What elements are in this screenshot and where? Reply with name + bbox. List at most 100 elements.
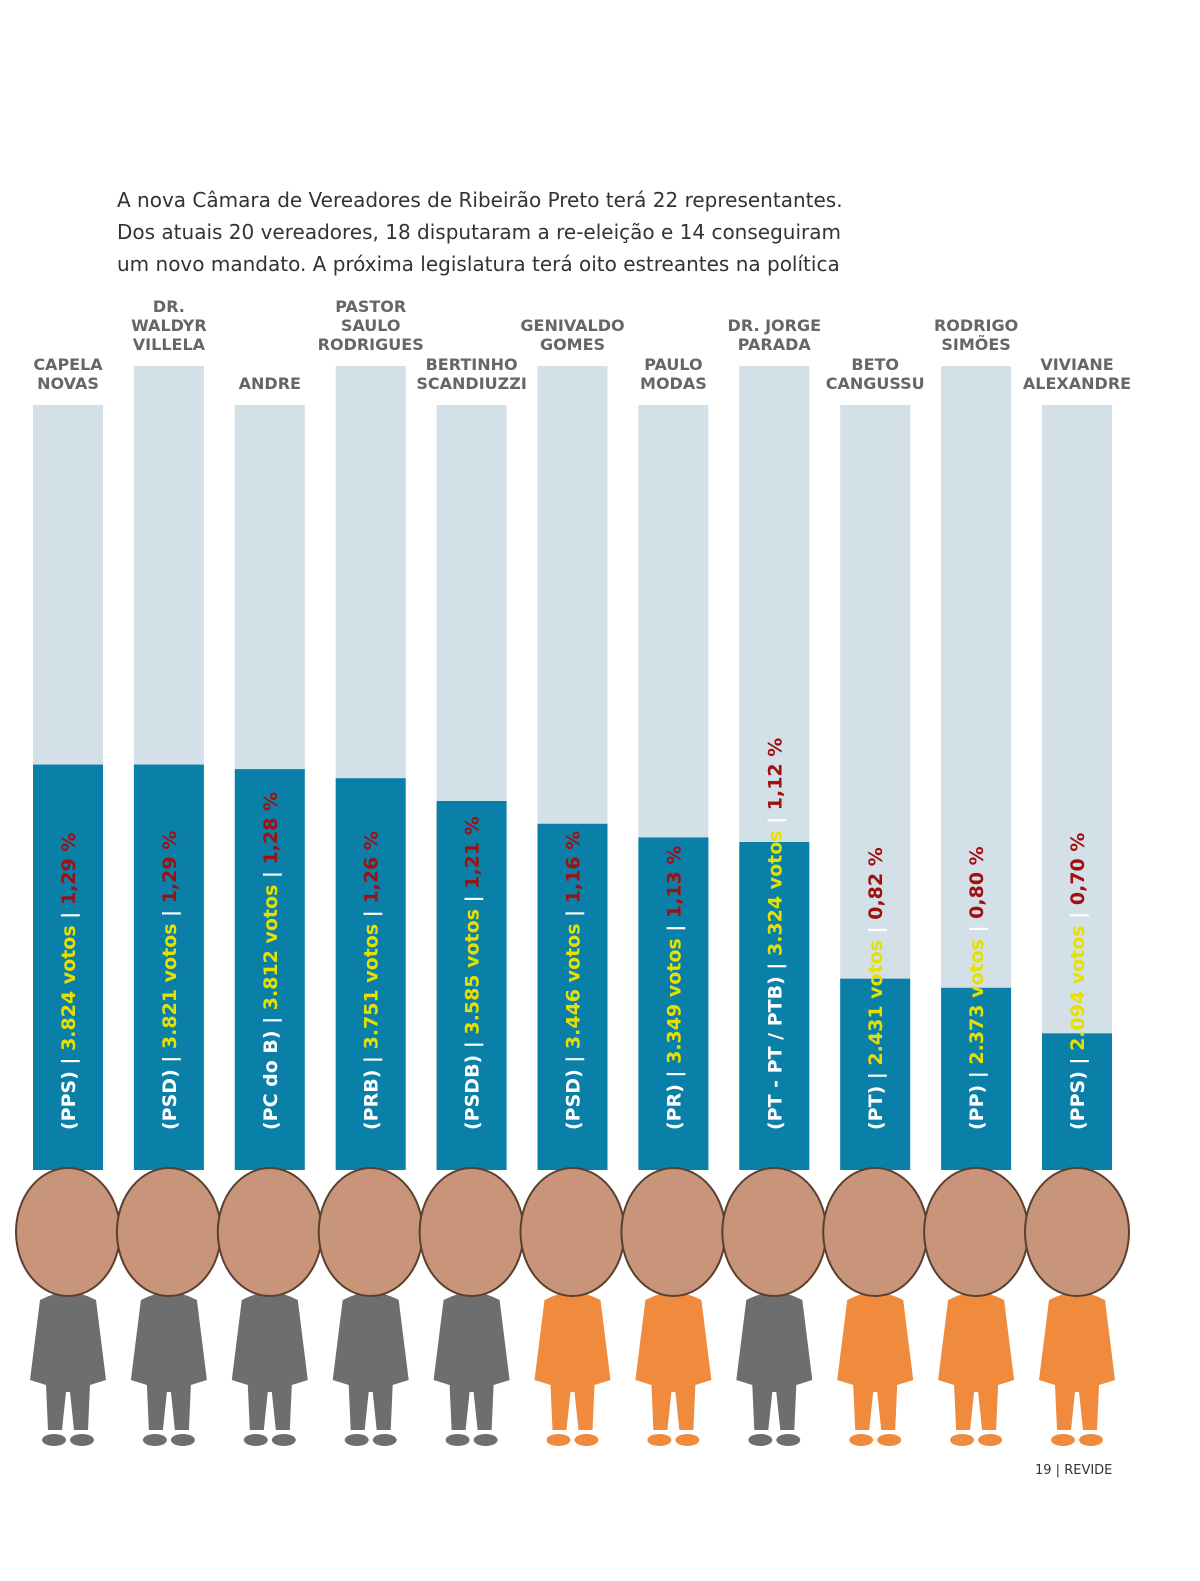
separator: |	[361, 1049, 383, 1069]
party: (PRB)	[361, 1070, 383, 1130]
percent: 0,82 %	[865, 847, 887, 920]
figure-body	[1039, 1292, 1115, 1430]
candidate-name: VIVIANE	[1040, 355, 1113, 374]
figure-body	[130, 1292, 207, 1430]
party: (PT - PT / PTB)	[764, 976, 786, 1130]
intro-line: um novo mandato. A próxima legislatura t…	[117, 252, 840, 276]
candidate-name: BETO	[851, 355, 899, 374]
percent: 1,26 %	[361, 831, 383, 904]
votes: 3.446 votos	[563, 923, 585, 1049]
separator: |	[865, 1066, 887, 1086]
party: (PC do B)	[260, 1030, 282, 1130]
figure-foot	[849, 1434, 874, 1446]
bar-label: (PR) | 3.349 votos | 1,13 %	[663, 846, 685, 1130]
bar-label: (PRB) | 3.751 votos | 1,26 %	[361, 831, 383, 1130]
candidate-name: PARADA	[738, 335, 812, 354]
face	[115, 1167, 222, 1297]
party: (PPS)	[58, 1071, 80, 1130]
bar	[739, 842, 810, 1170]
bar	[537, 823, 608, 1170]
separator: |	[764, 810, 786, 830]
candidate-name: BERTINHO	[426, 355, 518, 374]
figure-body	[332, 1292, 409, 1430]
face	[1024, 1167, 1130, 1297]
face	[721, 1167, 828, 1297]
figure-foot	[748, 1434, 773, 1446]
separator: |	[966, 919, 988, 939]
figure-body	[635, 1292, 712, 1430]
figure-body	[534, 1292, 611, 1430]
figure-foot	[42, 1434, 66, 1446]
bar	[638, 837, 709, 1170]
figure-body	[938, 1292, 1015, 1430]
face	[923, 1167, 1030, 1297]
candidate-name: DR. JORGE	[728, 316, 821, 335]
candidate-name: RODRIGO	[934, 316, 1018, 335]
figure-foot	[978, 1434, 1003, 1446]
bar	[234, 769, 305, 1170]
figure-foot	[271, 1434, 296, 1446]
candidate-name: PASTOR	[335, 297, 406, 316]
separator: |	[764, 956, 786, 976]
figure-foot	[473, 1434, 498, 1446]
candidate-name: DR.	[153, 297, 185, 316]
party: (PSDB)	[462, 1055, 484, 1130]
separator: |	[260, 864, 282, 884]
votes: 3.349 votos	[663, 938, 685, 1064]
figure-foot	[445, 1434, 470, 1446]
figure-foot	[1079, 1434, 1103, 1446]
separator: |	[865, 920, 887, 940]
separator: |	[663, 918, 685, 938]
percent: 1,28 %	[260, 792, 282, 865]
bar-label: (PSD) | 3.446 votos | 1,16 %	[563, 831, 585, 1130]
bar-label: (PT) | 2.431 votos | 0,82 %	[865, 847, 887, 1130]
figure-foot	[344, 1434, 369, 1446]
figure-foot	[243, 1434, 268, 1446]
bar	[1042, 1033, 1112, 1170]
footer: 19 | REVIDE	[1035, 1463, 1112, 1478]
votes: 2.373 votos	[966, 939, 988, 1065]
party: (PP)	[966, 1085, 988, 1130]
percent: 1,29 %	[159, 831, 181, 904]
separator: |	[159, 1049, 181, 1069]
votes: 3.324 votos	[764, 830, 786, 956]
bar	[436, 801, 507, 1170]
figure-foot	[70, 1434, 94, 1446]
votes: 2.094 votos	[1067, 925, 1089, 1051]
figure-foot	[574, 1434, 599, 1446]
percent: 1,16 %	[563, 831, 585, 904]
party: (PR)	[663, 1084, 685, 1130]
page-number: 19	[1035, 1463, 1052, 1478]
candidate-name: SCANDIUZZI	[416, 374, 526, 393]
face	[216, 1167, 323, 1297]
candidate-name: WALDYR	[131, 316, 207, 335]
percent: 1,29 %	[58, 833, 80, 906]
figure-body	[837, 1292, 914, 1430]
magazine: REVIDE	[1064, 1463, 1112, 1478]
percent: 1,13 %	[663, 846, 685, 919]
candidate-name: GENIVALDO	[520, 316, 624, 335]
figure-body	[231, 1292, 308, 1430]
candidate-name: PAULO	[644, 355, 702, 374]
figure-foot	[647, 1434, 672, 1446]
figure-foot	[1051, 1434, 1075, 1446]
separator: |	[361, 904, 383, 924]
face	[822, 1167, 929, 1297]
separator: |	[563, 903, 585, 923]
candidate-name: CAPELA	[33, 355, 103, 374]
figure-body	[736, 1292, 813, 1430]
bar	[840, 978, 911, 1170]
candidate-name: VILLELA	[133, 335, 206, 354]
candidate-name: ANDRE	[239, 374, 301, 393]
bar-label: (PSD) | 3.821 votos | 1,29 %	[159, 831, 181, 1130]
party: (PPS)	[1067, 1071, 1089, 1130]
party: (PSD)	[159, 1069, 181, 1130]
figure-foot	[675, 1434, 700, 1446]
intro-line: A nova Câmara de Vereadores de Ribeirão …	[117, 188, 843, 212]
separator: |	[663, 1064, 685, 1084]
figure-foot	[546, 1434, 571, 1446]
bar-label: (PT - PT / PTB) | 3.324 votos | 1,12 %	[764, 738, 786, 1130]
face	[15, 1167, 121, 1297]
party: (PSD)	[563, 1069, 585, 1130]
figure-foot	[142, 1434, 167, 1446]
